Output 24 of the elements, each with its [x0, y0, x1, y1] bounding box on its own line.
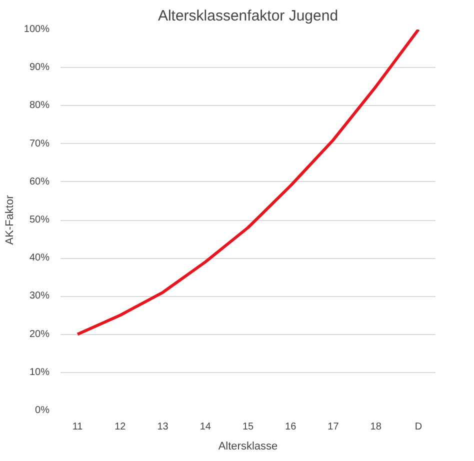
y-tick-label: 80% — [29, 100, 50, 112]
y-tick-label: 50% — [29, 214, 50, 226]
x-tick-label: 14 — [200, 422, 212, 432]
x-tick-label: 12 — [114, 422, 126, 432]
x-tick-label: 18 — [370, 422, 382, 432]
y-tick-label: 20% — [29, 328, 50, 340]
y-tick-label: 70% — [29, 138, 50, 150]
y-tick-label: 40% — [29, 252, 50, 264]
y-tick-label: 90% — [29, 62, 50, 74]
y-tick-label: 10% — [29, 366, 50, 378]
y-tick-label: 100% — [24, 24, 50, 35]
line-series — [76, 30, 420, 336]
x-tick-label: 17 — [328, 422, 340, 432]
chart-title: Altersklassenfaktor Jugend — [158, 8, 338, 24]
x-tick-label: D — [414, 422, 422, 432]
x-tick-label: 13 — [157, 422, 169, 432]
x-tick-label: 16 — [285, 422, 297, 432]
y-tick-label: 0% — [35, 405, 50, 416]
x-tick-label: 11 — [72, 422, 84, 432]
y-axis-title: AK-Faktor — [4, 194, 16, 245]
y-tick-label: 60% — [29, 176, 50, 188]
x-axis-title: Altersklasse — [218, 440, 278, 452]
y-tick-label: 30% — [29, 290, 50, 302]
x-tick-label: 15 — [242, 422, 254, 432]
